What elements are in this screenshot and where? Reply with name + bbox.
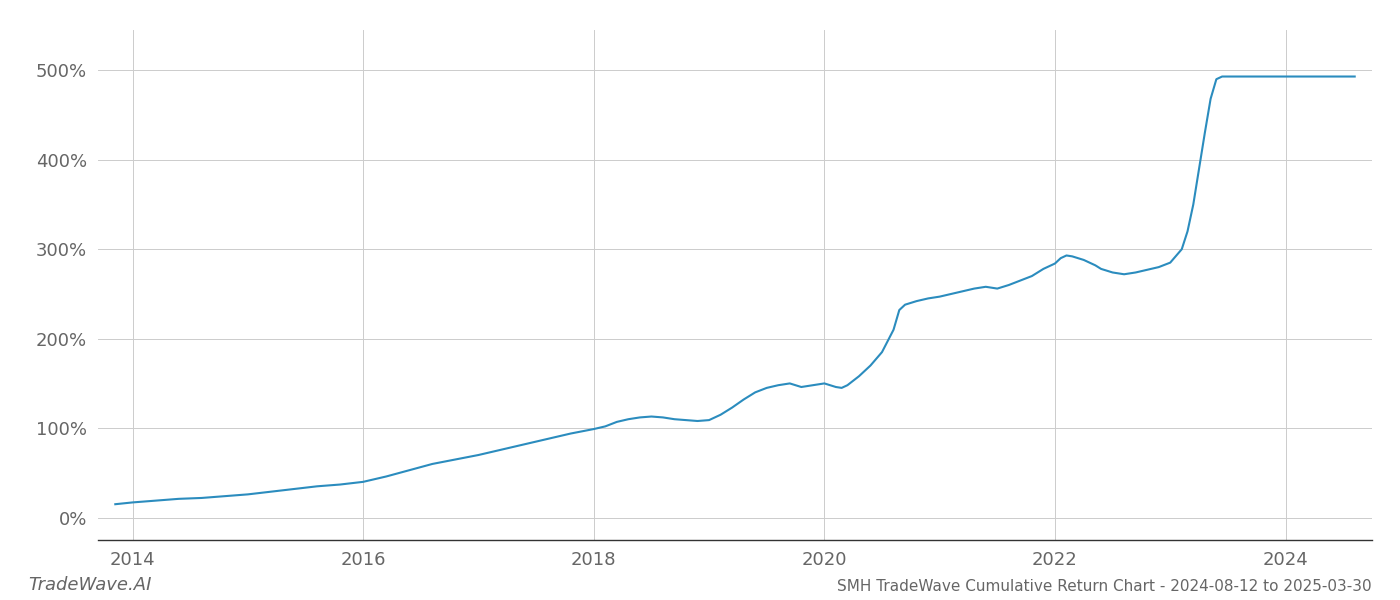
Text: TradeWave.AI: TradeWave.AI xyxy=(28,576,151,594)
Text: SMH TradeWave Cumulative Return Chart - 2024-08-12 to 2025-03-30: SMH TradeWave Cumulative Return Chart - … xyxy=(837,579,1372,594)
